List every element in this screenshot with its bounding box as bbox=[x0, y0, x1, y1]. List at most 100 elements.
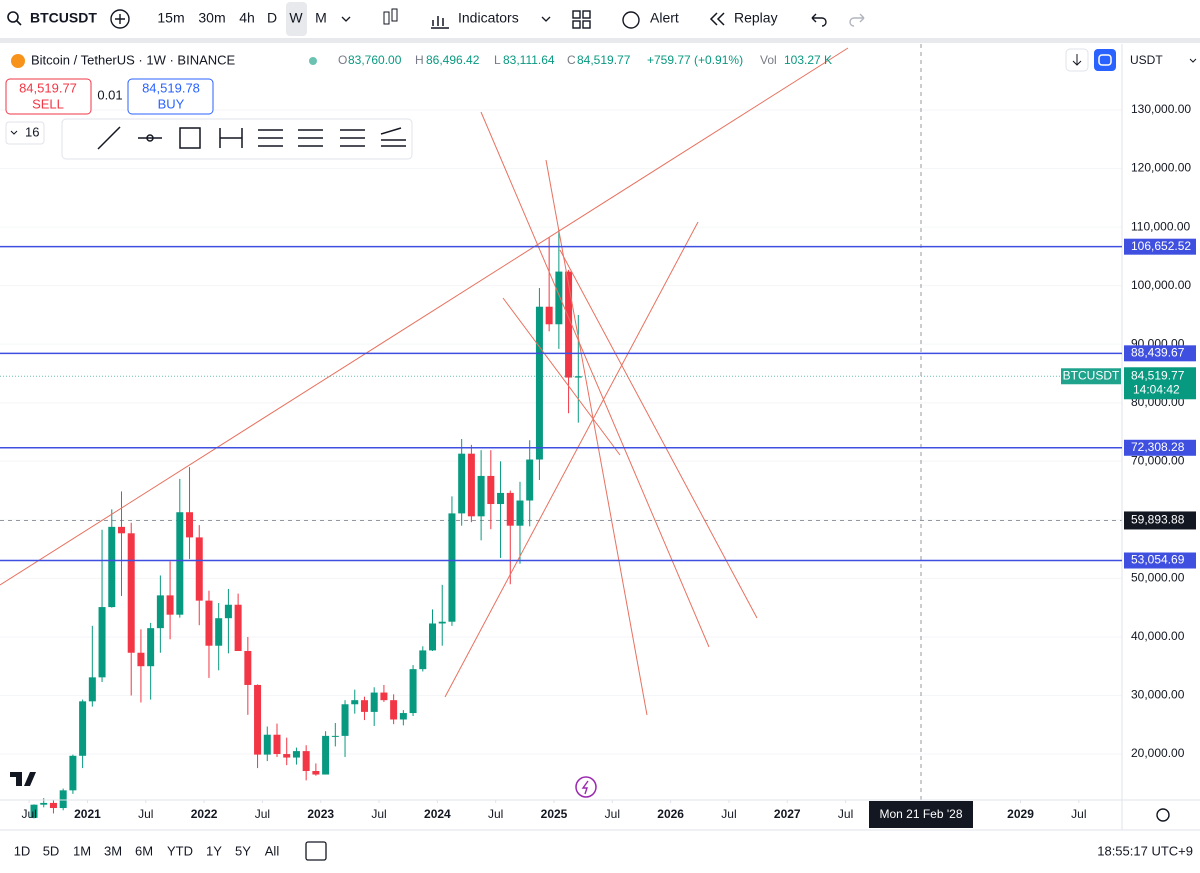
sync-button[interactable] bbox=[1094, 49, 1116, 71]
range-button[interactable]: 1D bbox=[14, 843, 31, 858]
candle-body bbox=[98, 607, 106, 678]
x-tick-label: Jul bbox=[721, 807, 736, 821]
candle-body bbox=[419, 650, 427, 670]
interval-button[interactable]: W bbox=[289, 10, 303, 26]
settings-icon[interactable] bbox=[1156, 808, 1170, 822]
candle-body bbox=[59, 790, 67, 809]
interval-button[interactable]: D bbox=[267, 10, 277, 26]
level-label: 106,652.52 bbox=[1131, 239, 1191, 253]
sell-button[interactable] bbox=[5, 78, 92, 115]
candle-body bbox=[438, 621, 446, 624]
indicators-button[interactable]: Indicators bbox=[458, 10, 519, 26]
y-tick-label: 100,000.00 bbox=[1131, 278, 1191, 292]
candle-body bbox=[273, 734, 281, 755]
x-tick-label: Jul bbox=[138, 807, 153, 821]
dropdown-icon[interactable] bbox=[341, 16, 351, 22]
alert-button[interactable]: Alert bbox=[650, 10, 679, 26]
layout-icon[interactable] bbox=[572, 10, 591, 29]
legend-title: Bitcoin / TetherUS · 1W · BINANCE bbox=[31, 52, 236, 67]
replay-button[interactable]: Replay bbox=[734, 10, 778, 26]
scroll-icon bbox=[1072, 54, 1082, 66]
candle-body bbox=[545, 306, 553, 325]
symbol[interactable]: BTCUSDT bbox=[30, 10, 97, 26]
x-tick-label: 2022 bbox=[191, 807, 218, 821]
range-button[interactable]: 6M bbox=[135, 843, 153, 858]
tool-range[interactable] bbox=[219, 128, 243, 148]
x-tick-label: Jul bbox=[605, 807, 620, 821]
candle-body bbox=[195, 537, 203, 601]
dropdown-icon[interactable] bbox=[1189, 58, 1197, 63]
interval-active-bg bbox=[286, 2, 307, 36]
tool-rect[interactable] bbox=[179, 127, 201, 149]
trend-line bbox=[444, 221, 699, 698]
candle-body bbox=[147, 628, 155, 667]
y-tick-label: 130,000.00 bbox=[1131, 102, 1191, 116]
last-price-label: 84,519.77 bbox=[1131, 368, 1185, 382]
candle-body bbox=[487, 475, 495, 505]
y-tick-label: 70,000.00 bbox=[1131, 453, 1185, 467]
tool-trendline[interactable] bbox=[97, 126, 121, 150]
x-tick-label: 2023 bbox=[307, 807, 334, 821]
trend-lines bbox=[0, 47, 849, 716]
x-tick-label: Jul bbox=[838, 807, 853, 821]
drawing-toolbar bbox=[61, 118, 413, 160]
level-label-bg bbox=[1124, 439, 1196, 456]
candle-body bbox=[88, 677, 96, 702]
alert-icon[interactable] bbox=[622, 11, 640, 29]
range-button[interactable]: 1M bbox=[73, 843, 91, 858]
candle-body bbox=[390, 700, 398, 720]
indicators-icon[interactable] bbox=[431, 16, 449, 29]
x-tick-label: Jul bbox=[21, 807, 36, 821]
crosshair-price-bg bbox=[1124, 511, 1196, 530]
x-tick-label: 2026 bbox=[657, 807, 684, 821]
interval-button[interactable]: 15m bbox=[157, 10, 184, 26]
dropdown-icon[interactable] bbox=[541, 16, 551, 22]
range-button[interactable]: YTD bbox=[167, 843, 193, 858]
candle-body bbox=[234, 604, 242, 651]
replay-icon[interactable] bbox=[709, 12, 725, 26]
event-marker[interactable] bbox=[575, 776, 597, 798]
undo[interactable] bbox=[811, 13, 827, 27]
candle-body bbox=[127, 533, 135, 653]
level-label-bg bbox=[1124, 552, 1196, 569]
drawings-toggle[interactable] bbox=[5, 121, 45, 145]
search-icon[interactable] bbox=[7, 11, 19, 23]
candle-body bbox=[370, 692, 378, 712]
last-price-bg bbox=[1124, 367, 1196, 400]
tool-pitchfork[interactable] bbox=[298, 129, 323, 147]
range-button[interactable]: 5D bbox=[43, 843, 60, 858]
x-tick-label: Jul bbox=[255, 807, 270, 821]
date-range-button[interactable] bbox=[305, 841, 327, 861]
x-tick-label: 2021 bbox=[74, 807, 101, 821]
open-value: 83,760.00 bbox=[348, 53, 402, 67]
range-button[interactable]: 3M bbox=[104, 843, 122, 858]
range-button[interactable]: All bbox=[265, 843, 280, 858]
clock[interactable]: 18:55:17 UTC+9 bbox=[1097, 843, 1193, 858]
level-label: 53,054.69 bbox=[1131, 553, 1185, 567]
range-button[interactable]: 5Y bbox=[235, 843, 251, 858]
candle-body bbox=[79, 701, 87, 756]
trend-line bbox=[480, 111, 710, 648]
add-symbol[interactable] bbox=[110, 9, 130, 29]
interval-button[interactable]: 30m bbox=[198, 10, 225, 26]
tool-fib[interactable] bbox=[258, 129, 283, 147]
candle-body bbox=[215, 618, 223, 646]
tool-channel[interactable] bbox=[340, 129, 365, 147]
interval-button[interactable]: M bbox=[315, 10, 327, 26]
x-tick-label: Jul bbox=[371, 807, 386, 821]
vol-label: Vol bbox=[760, 53, 777, 67]
tool-ray bbox=[146, 134, 154, 142]
level-label-bg bbox=[1124, 345, 1196, 362]
y-tick-label: 20,000.00 bbox=[1131, 746, 1185, 760]
buy-button[interactable] bbox=[127, 78, 214, 115]
candle-icon[interactable] bbox=[383, 8, 398, 25]
close-label: C bbox=[567, 53, 576, 67]
redo[interactable] bbox=[849, 13, 865, 27]
range-button[interactable]: 1Y bbox=[206, 843, 222, 858]
crosshair-date-bg bbox=[869, 801, 973, 828]
currency[interactable]: USDT bbox=[1130, 53, 1163, 67]
candle-body bbox=[283, 754, 291, 758]
crosshair-date: Mon 21 Feb '28 bbox=[879, 807, 962, 821]
interval-button[interactable]: 4h bbox=[239, 10, 255, 26]
tool-regression[interactable] bbox=[380, 127, 406, 147]
